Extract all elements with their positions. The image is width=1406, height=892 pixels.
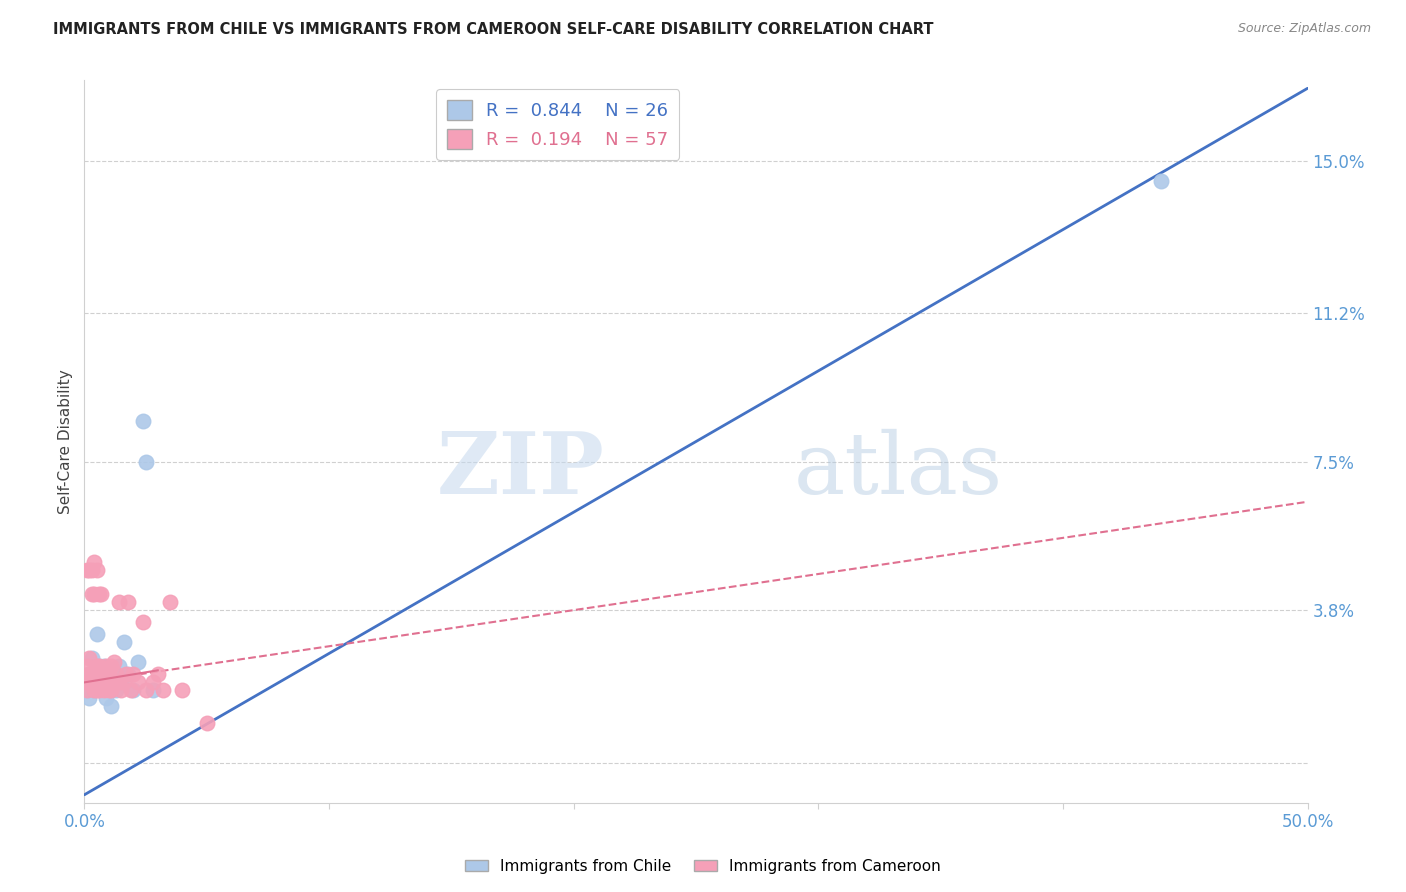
Point: [97, 683, 120, 698]
Point: [93, 683, 115, 698]
Point: [83, 667, 105, 681]
Point: [100, 683, 122, 698]
Point: [142, 675, 165, 690]
Point: [77, 675, 100, 690]
Point: [142, 683, 165, 698]
Point: [86, 675, 108, 690]
Point: [83, 683, 105, 698]
Point: [87, 587, 110, 601]
Point: [122, 667, 145, 681]
Text: ZIP: ZIP: [436, 428, 605, 512]
Point: [80, 651, 103, 665]
Point: [90, 667, 112, 681]
Point: [87, 683, 110, 698]
Point: [122, 683, 145, 698]
Point: [1150, 174, 1173, 188]
Point: [86, 667, 108, 681]
Legend: Immigrants from Chile, Immigrants from Cameroon: Immigrants from Chile, Immigrants from C…: [458, 853, 948, 880]
Point: [80, 675, 103, 690]
Point: [76, 659, 98, 673]
Point: [87, 659, 110, 673]
Point: [105, 683, 128, 698]
Point: [100, 699, 122, 714]
Point: [76, 683, 98, 698]
Point: [152, 683, 174, 698]
Point: [77, 563, 100, 577]
Point: [76, 563, 98, 577]
Point: [87, 675, 110, 690]
Point: [77, 667, 100, 681]
Point: [103, 655, 125, 669]
Point: [103, 675, 125, 690]
Point: [93, 659, 115, 673]
Point: [96, 659, 118, 673]
Point: [77, 667, 100, 681]
Point: [127, 655, 149, 669]
Point: [107, 675, 129, 690]
Legend: R =  0.844    N = 26, R =  0.194    N = 57: R = 0.844 N = 26, R = 0.194 N = 57: [436, 89, 679, 160]
Point: [83, 555, 105, 569]
Point: [132, 414, 155, 429]
Point: [86, 667, 108, 681]
Point: [135, 683, 157, 698]
Text: IMMIGRANTS FROM CHILE VS IMMIGRANTS FROM CAMEROON SELF-CARE DISABILITY CORRELATI: IMMIGRANTS FROM CHILE VS IMMIGRANTS FROM…: [53, 22, 934, 37]
Point: [127, 675, 149, 690]
Point: [83, 683, 105, 698]
Point: [146, 667, 169, 681]
Point: [195, 715, 218, 730]
Point: [97, 667, 120, 681]
Point: [96, 675, 118, 690]
Point: [80, 667, 103, 681]
Point: [86, 627, 108, 641]
Point: [87, 659, 110, 673]
Point: [86, 659, 108, 673]
Point: [107, 595, 129, 609]
Point: [80, 587, 103, 601]
Point: [112, 675, 135, 690]
Point: [80, 675, 103, 690]
Point: [115, 667, 138, 681]
Point: [103, 667, 125, 681]
Point: [90, 675, 112, 690]
Point: [80, 563, 103, 577]
Point: [86, 563, 108, 577]
Point: [132, 615, 155, 630]
Point: [77, 691, 100, 706]
Point: [112, 635, 135, 649]
Point: [76, 683, 98, 698]
Point: [159, 595, 181, 609]
Y-axis label: Self-Care Disability: Self-Care Disability: [58, 369, 73, 514]
Point: [120, 683, 142, 698]
Point: [105, 667, 128, 681]
Text: atlas: atlas: [794, 429, 1002, 512]
Point: [97, 683, 120, 698]
Point: [76, 675, 98, 690]
Point: [90, 675, 112, 690]
Point: [110, 683, 132, 698]
Point: [83, 587, 105, 601]
Point: [117, 667, 139, 681]
Point: [96, 691, 118, 706]
Point: [107, 659, 129, 673]
Point: [93, 667, 115, 681]
Point: [172, 683, 194, 698]
Point: [90, 587, 112, 601]
Point: [110, 675, 132, 690]
Point: [83, 675, 105, 690]
Text: Source: ZipAtlas.com: Source: ZipAtlas.com: [1237, 22, 1371, 36]
Point: [100, 659, 122, 673]
Point: [117, 595, 139, 609]
Point: [86, 683, 108, 698]
Point: [135, 455, 157, 469]
Point: [77, 651, 100, 665]
